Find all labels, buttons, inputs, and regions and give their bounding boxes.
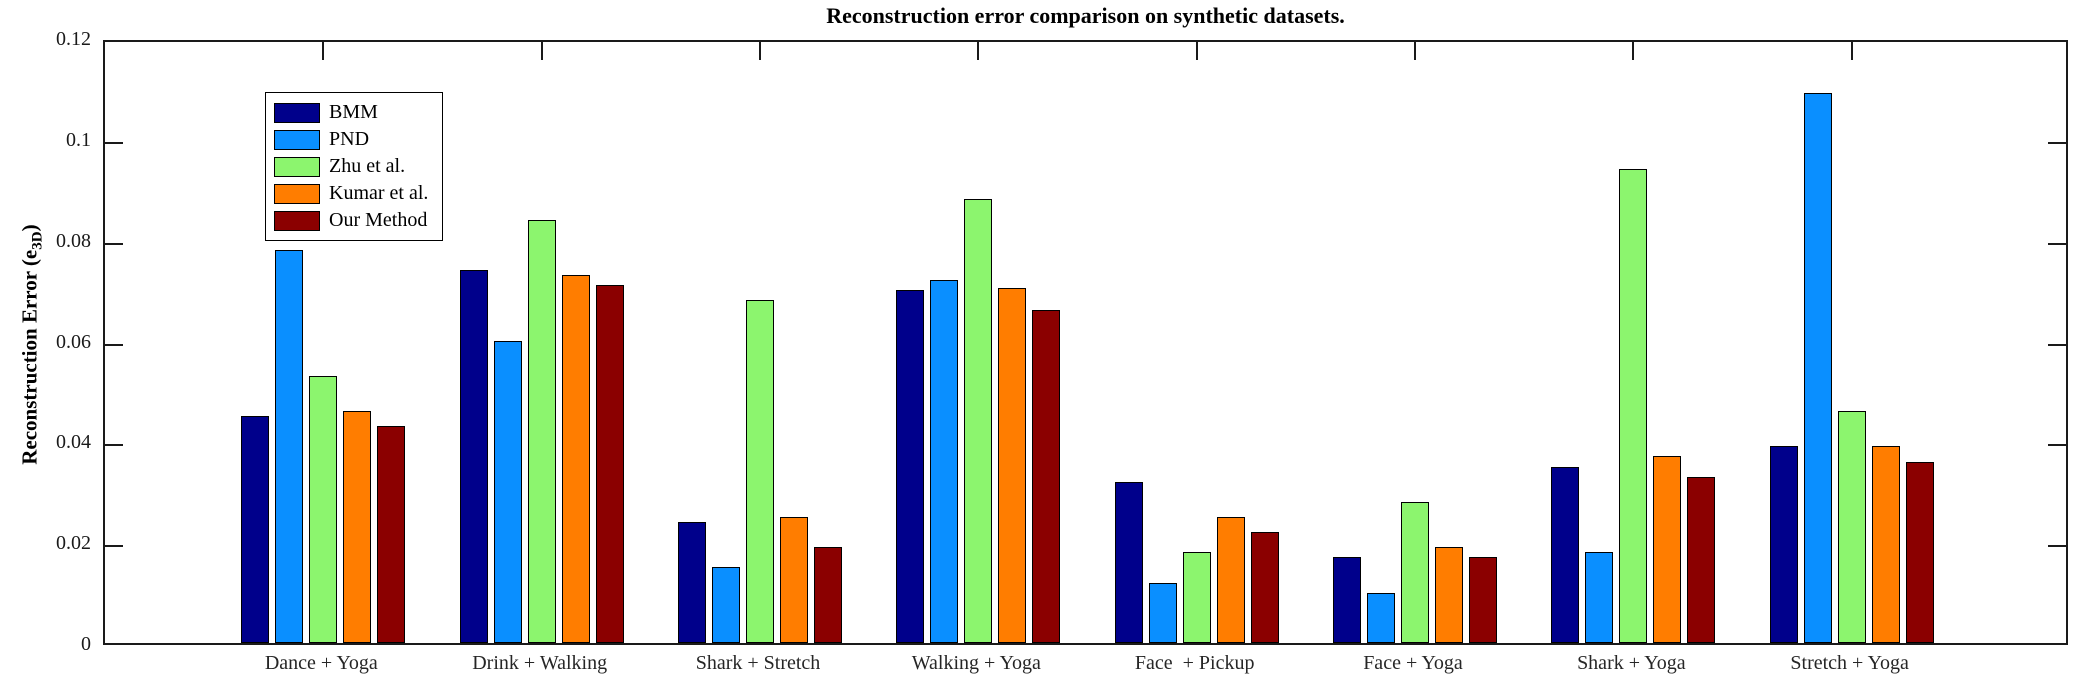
bar-zhu-et-al- bbox=[1837, 411, 1866, 643]
bar-pnd bbox=[1148, 582, 1177, 643]
bar-bmm bbox=[678, 522, 706, 643]
bar-bmm bbox=[459, 269, 488, 643]
y-tick-label: 0.02 bbox=[56, 532, 91, 555]
bar-bmm bbox=[1551, 466, 1580, 643]
plot-area: BMM PND Zhu et al. Kumar et al. Our Method bbox=[103, 40, 2068, 645]
y-tick-label: 0.04 bbox=[56, 431, 91, 454]
legend-swatch-zhu-et-al- bbox=[274, 156, 320, 177]
bar-zhu-et-al- bbox=[1182, 552, 1211, 643]
legend-row: Our Method bbox=[274, 207, 428, 234]
x-tick-top bbox=[1850, 42, 1853, 60]
legend-label: BMM bbox=[329, 101, 378, 123]
x-tick-label: Walking + Yoga bbox=[911, 652, 1041, 674]
y-tick-left bbox=[105, 343, 123, 346]
bar-pnd bbox=[275, 249, 304, 643]
y-tick-right bbox=[2048, 545, 2066, 548]
bar-zhu-et-al- bbox=[746, 300, 774, 643]
bar-our-method bbox=[1905, 461, 1934, 643]
y-tick-right bbox=[2048, 141, 2066, 144]
bar-pnd bbox=[712, 567, 740, 643]
x-tick-top bbox=[1414, 42, 1416, 60]
legend-label: Our Method bbox=[329, 209, 428, 231]
bar-pnd bbox=[1367, 592, 1395, 643]
y-tick-label: 0.1 bbox=[66, 128, 91, 151]
y-tick-right bbox=[2048, 444, 2066, 447]
legend-row: BMM bbox=[274, 99, 428, 126]
legend-swatch-pnd bbox=[274, 129, 320, 150]
bar-zhu-et-al- bbox=[1619, 169, 1648, 643]
y-tick-left bbox=[105, 242, 123, 245]
legend-row: Zhu et al. bbox=[274, 153, 428, 180]
bar-bmm bbox=[896, 290, 925, 643]
bar-pnd bbox=[1803, 93, 1832, 643]
x-tick-label: Drink + Walking bbox=[472, 652, 608, 674]
chart-title: Reconstruction error comparison on synth… bbox=[826, 3, 1345, 28]
y-tick-left bbox=[105, 545, 123, 548]
y-tick-label: 0.12 bbox=[56, 28, 91, 50]
bar-zhu-et-al- bbox=[1401, 501, 1429, 643]
bar-our-method bbox=[1469, 557, 1497, 643]
x-tick-top bbox=[977, 42, 980, 60]
bar-bmm bbox=[1114, 481, 1143, 643]
y-tick-label: 0 bbox=[81, 633, 91, 655]
bar-kumar-et-al- bbox=[561, 274, 590, 643]
y-tick-right bbox=[2048, 343, 2066, 346]
bar-our-method bbox=[1250, 532, 1279, 643]
x-tick-top bbox=[322, 42, 325, 60]
x-tick-label: Dance + Yoga bbox=[264, 652, 378, 674]
x-tick-top bbox=[759, 42, 761, 60]
bar-kumar-et-al- bbox=[343, 411, 372, 643]
bar-our-method bbox=[595, 285, 624, 643]
bar-our-method bbox=[1687, 476, 1716, 643]
x-tick-label: Stretch + Yoga bbox=[1790, 652, 1909, 674]
legend-swatch-bmm bbox=[274, 102, 320, 123]
legend: BMM PND Zhu et al. Kumar et al. Our Method bbox=[265, 92, 444, 241]
bar-kumar-et-al- bbox=[998, 287, 1027, 643]
legend-label: PND bbox=[329, 128, 370, 150]
legend-swatch-our-method bbox=[274, 210, 320, 231]
y-tick-left bbox=[105, 141, 123, 144]
bar-pnd bbox=[930, 280, 959, 643]
bar-bmm bbox=[1333, 557, 1361, 643]
bar-pnd bbox=[493, 340, 522, 643]
bar-our-method bbox=[814, 547, 842, 643]
y-tick-right bbox=[2048, 242, 2066, 245]
bar-zhu-et-al- bbox=[527, 219, 556, 643]
y-tick-label: 0.08 bbox=[56, 229, 91, 252]
legend-label: Kumar et al. bbox=[329, 182, 429, 204]
x-tick-top bbox=[540, 42, 543, 60]
bar-bmm bbox=[1769, 446, 1798, 643]
bar-kumar-et-al- bbox=[1216, 516, 1245, 643]
legend-swatch-kumar-et-al- bbox=[274, 183, 320, 204]
bar-kumar-et-al- bbox=[1871, 446, 1900, 643]
bar-zhu-et-al- bbox=[309, 375, 338, 643]
legend-row: Kumar et al. bbox=[274, 180, 428, 207]
bar-our-method bbox=[1032, 310, 1061, 643]
x-tick-label: Shark + Stretch bbox=[695, 652, 821, 674]
x-tick-label: Shark + Yoga bbox=[1577, 652, 1686, 674]
x-tick-top bbox=[1632, 42, 1635, 60]
bar-pnd bbox=[1585, 552, 1614, 643]
y-tick-left bbox=[105, 444, 123, 447]
y-tick-label: 0.06 bbox=[56, 330, 91, 353]
legend-row: PND bbox=[274, 126, 428, 153]
x-tick-label: Face + Yoga bbox=[1363, 652, 1463, 674]
x-tick-label: Face + Pickup bbox=[1134, 652, 1255, 674]
bar-kumar-et-al- bbox=[780, 516, 808, 643]
bar-bmm bbox=[241, 416, 270, 643]
bar-our-method bbox=[377, 426, 406, 643]
x-tick-top bbox=[1195, 42, 1198, 60]
bar-kumar-et-al- bbox=[1435, 547, 1463, 643]
bar-zhu-et-al- bbox=[964, 199, 993, 643]
bar-kumar-et-al- bbox=[1653, 456, 1682, 643]
legend-label: Zhu et al. bbox=[329, 155, 406, 177]
